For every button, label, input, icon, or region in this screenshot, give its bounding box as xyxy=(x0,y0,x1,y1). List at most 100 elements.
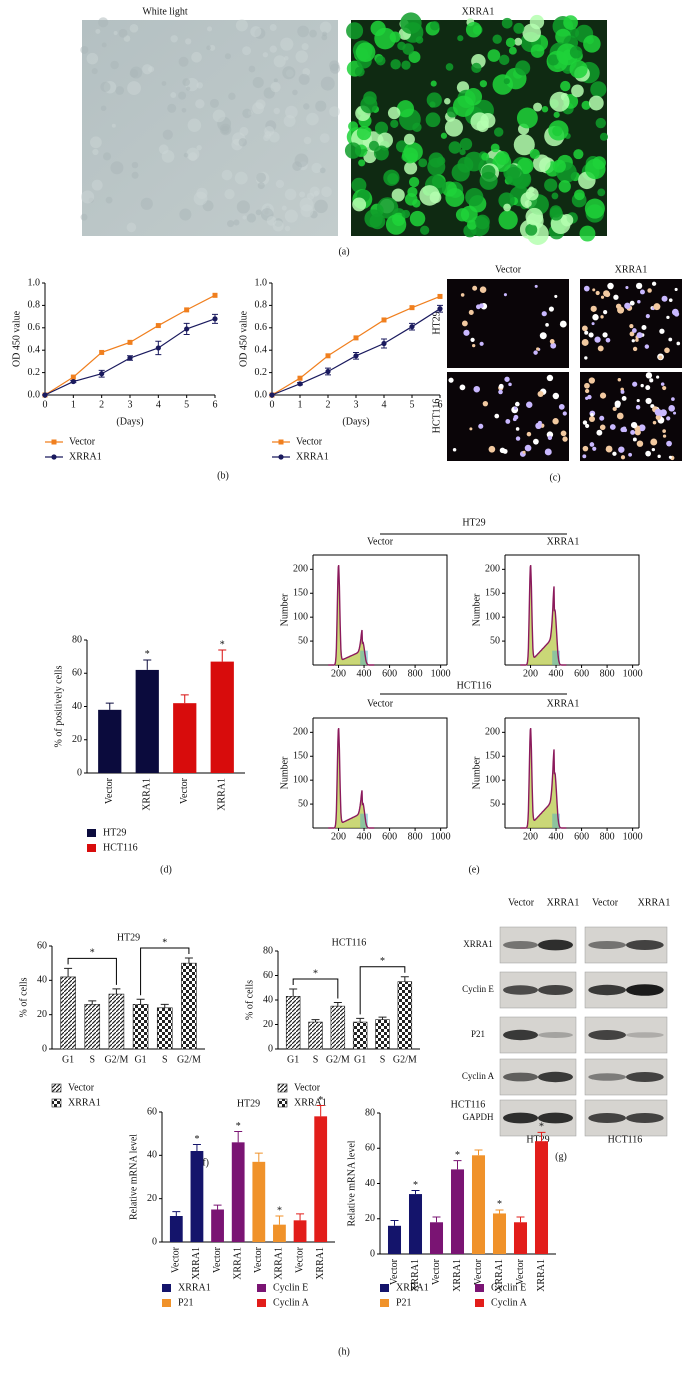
texture xyxy=(319,21,332,34)
line xyxy=(271,295,441,396)
legend-swatch xyxy=(87,844,96,852)
cell xyxy=(585,158,606,180)
band xyxy=(503,1072,538,1082)
y-tick-label: 0 xyxy=(268,1043,273,1054)
error-bar xyxy=(64,967,73,977)
texture xyxy=(248,65,256,73)
significance: * xyxy=(220,639,225,650)
cell xyxy=(451,163,470,182)
cell xyxy=(581,325,588,332)
texture xyxy=(91,68,98,75)
x-tick-label: 2 xyxy=(99,399,104,410)
cell xyxy=(514,37,523,46)
texture xyxy=(101,42,107,48)
cell xyxy=(614,402,621,408)
legend-label: P21 xyxy=(396,1297,412,1308)
legend-swatch xyxy=(380,1284,389,1292)
cell xyxy=(554,294,558,298)
cell xyxy=(515,427,520,431)
texture xyxy=(329,106,340,117)
cell xyxy=(617,378,622,382)
histogram-fill xyxy=(520,728,567,828)
texture xyxy=(142,64,153,75)
cell xyxy=(588,332,594,338)
error-bar xyxy=(275,1215,284,1225)
cell xyxy=(407,186,418,198)
cell xyxy=(668,298,673,303)
x-tick-label: 600 xyxy=(574,668,589,679)
column-label: XRRA1 xyxy=(638,897,671,908)
cell xyxy=(616,412,624,420)
y-tick-label: 80 xyxy=(72,634,82,645)
legend-label: XRRA1 xyxy=(294,1097,327,1108)
cell xyxy=(635,405,641,410)
frame xyxy=(505,554,640,665)
cell xyxy=(615,303,622,310)
texture xyxy=(196,82,203,89)
histogram-fill xyxy=(328,565,375,665)
bar xyxy=(314,1116,328,1242)
bar xyxy=(492,1213,507,1254)
bar xyxy=(231,1142,245,1242)
cell xyxy=(607,282,614,290)
texture xyxy=(266,216,277,226)
column-label: Vector xyxy=(495,264,522,275)
cell xyxy=(374,121,389,135)
cell xyxy=(356,125,372,141)
y-tick-label: 50 xyxy=(490,798,500,809)
cell xyxy=(645,450,652,457)
decoration xyxy=(80,12,682,1137)
cell xyxy=(522,450,526,454)
legend-label: XRRA1 xyxy=(69,451,102,462)
cell xyxy=(532,438,539,445)
texture xyxy=(81,190,95,204)
legend-label: Cyclin E xyxy=(491,1282,526,1293)
texture xyxy=(306,192,315,200)
legend-label: Vector xyxy=(68,1082,95,1093)
cell xyxy=(470,337,475,342)
y-tick-label: 50 xyxy=(298,635,308,646)
cell xyxy=(401,60,411,70)
cell xyxy=(658,355,663,360)
cell xyxy=(400,12,422,34)
cell xyxy=(534,284,538,288)
cell xyxy=(636,398,640,403)
error-bar xyxy=(184,957,193,964)
texture xyxy=(319,167,326,174)
cell xyxy=(403,142,423,162)
marker xyxy=(212,292,218,298)
cell xyxy=(515,401,520,407)
cell-image xyxy=(447,372,569,461)
cell xyxy=(590,305,597,312)
cell xyxy=(472,285,478,291)
texture xyxy=(206,26,213,32)
cell xyxy=(666,416,671,421)
cell xyxy=(549,207,563,221)
caption: (b) xyxy=(217,470,229,481)
cell xyxy=(468,309,474,315)
cell xyxy=(621,396,627,401)
cell xyxy=(428,152,444,168)
texture xyxy=(209,44,216,51)
texture xyxy=(131,171,139,179)
texture xyxy=(110,161,124,175)
row-label: P21 xyxy=(471,1029,485,1039)
y-tick-label: 60 xyxy=(263,970,273,981)
band xyxy=(588,1073,626,1081)
x-tick-label: G1 xyxy=(287,1054,299,1065)
band xyxy=(538,1071,573,1083)
bar xyxy=(273,1224,286,1242)
cell xyxy=(360,96,378,114)
cell xyxy=(426,92,442,108)
cell xyxy=(529,148,540,160)
cell xyxy=(637,299,641,304)
y-tick-label: 20 xyxy=(147,1193,157,1204)
band xyxy=(588,1113,626,1123)
texture xyxy=(273,107,280,115)
texture xyxy=(224,188,235,200)
cell xyxy=(612,451,617,456)
marker xyxy=(127,339,133,345)
cell xyxy=(419,185,440,206)
cell xyxy=(640,289,645,295)
x-tick-label: 200 xyxy=(331,831,346,842)
